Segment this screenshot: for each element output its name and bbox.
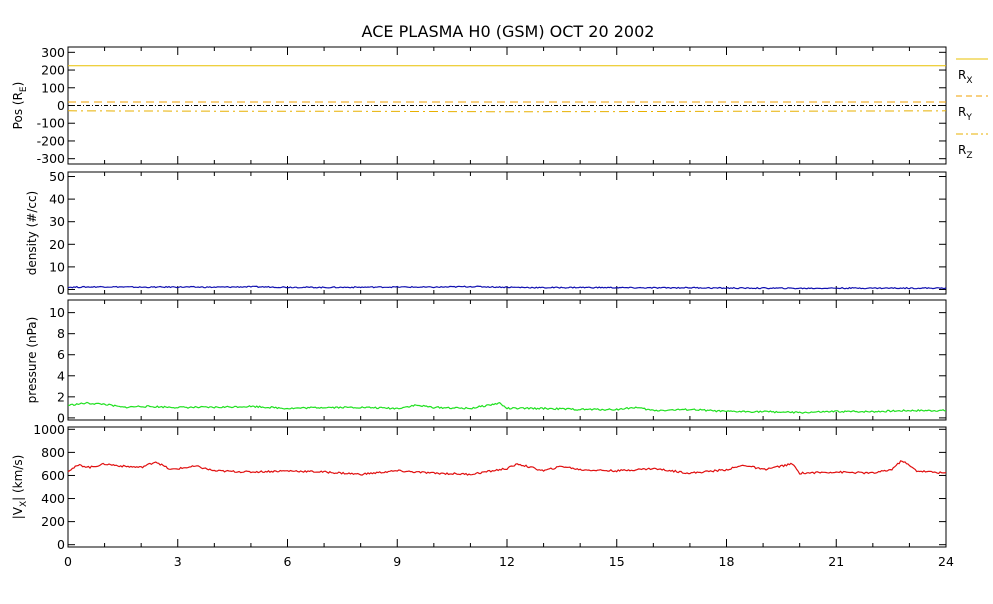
chart-title: ACE PLASMA H0 (GSM) OCT 20 2002: [362, 22, 655, 41]
x-tick-label: 9: [393, 554, 401, 569]
y-tick-label: 8: [57, 326, 65, 341]
y-tick-label: 1000: [33, 422, 65, 437]
panel-frame: [67, 171, 947, 295]
y-axis-label: Pos (RE): [11, 82, 29, 130]
panel-frame: [67, 426, 947, 548]
legend-entry-sub: X: [966, 76, 972, 86]
y-axis-label: density (#/cc): [25, 191, 39, 275]
y-tick-label: 6: [57, 347, 65, 362]
y-tick-label: 800: [41, 445, 65, 460]
panel-pressure: 0 2 4 6 8 10 pressure (nPa): [25, 299, 947, 425]
y-tick-label: 0: [57, 98, 65, 113]
legend-entry-sub: Y: [965, 113, 972, 123]
y-axis-label: |VX| (km/s): [11, 455, 29, 520]
y-tick-label: 10: [49, 259, 65, 274]
x-tick-label: 24: [938, 554, 954, 569]
y-axis-label-sub: X: [19, 501, 29, 507]
y-tick-label: -200: [37, 133, 65, 148]
legend-entry-main: R: [958, 68, 966, 82]
y-tick-label: 100: [41, 80, 65, 95]
series-line-vx: [67, 460, 947, 476]
y-axis-label-end: | (km/s): [11, 455, 25, 501]
y-tick-label: 0: [57, 410, 65, 425]
panel-frame: [67, 299, 947, 421]
y-tick-label: 300: [41, 45, 65, 60]
y-tick-label: 20: [49, 237, 65, 252]
y-tick-label: -100: [37, 116, 65, 131]
panel-vx: 0 200 400 600 800 1000 |VX| (km/s): [11, 422, 947, 552]
y-tick-label: 50: [49, 169, 65, 184]
x-tick-label: 6: [284, 554, 292, 569]
y-tick-label: 600: [41, 468, 65, 483]
legend-entry-main: R: [958, 143, 966, 157]
x-tick-label: 21: [828, 554, 844, 569]
y-tick-label: 200: [41, 63, 65, 78]
y-axis-label: pressure (nPa): [25, 317, 39, 404]
y-tick-label: 0: [57, 537, 65, 552]
series-line-position-z: [67, 110, 947, 113]
y-tick-label: 2: [57, 389, 65, 404]
x-tick-label: 15: [609, 554, 625, 569]
y-tick-label: 30: [49, 214, 65, 229]
legend-entry: RX: [958, 68, 973, 86]
series-line-pressure: [67, 401, 947, 414]
x-tick-label: 0: [64, 554, 72, 569]
x-tick-label: 12: [499, 554, 515, 569]
y-tick-label: 4: [57, 368, 65, 383]
y-tick-label: 400: [41, 491, 65, 506]
y-axis-label-end: ): [11, 82, 25, 87]
y-axis-label-main: Pos (R: [11, 92, 25, 129]
x-tick-label: 18: [719, 554, 735, 569]
y-tick-label: 10: [49, 305, 65, 320]
x-tick-label: 3: [174, 554, 182, 569]
y-tick-label: 40: [49, 192, 65, 207]
y-axis-label-main: |V: [11, 506, 25, 519]
legend-entry-sub: Z: [966, 151, 972, 161]
legend-entry: RY: [958, 105, 972, 123]
y-tick-label: 200: [41, 514, 65, 529]
y-tick-label: -300: [37, 151, 65, 166]
series-line-density: [67, 285, 947, 290]
y-tick-label: 0: [57, 282, 65, 297]
legend-entry: RZ: [958, 143, 973, 161]
legend-entry-main: R: [958, 105, 966, 119]
panel-density: 0 10 20 30 40 50 density (#/cc): [25, 169, 947, 297]
y-axis-label-sub: E: [19, 86, 29, 92]
